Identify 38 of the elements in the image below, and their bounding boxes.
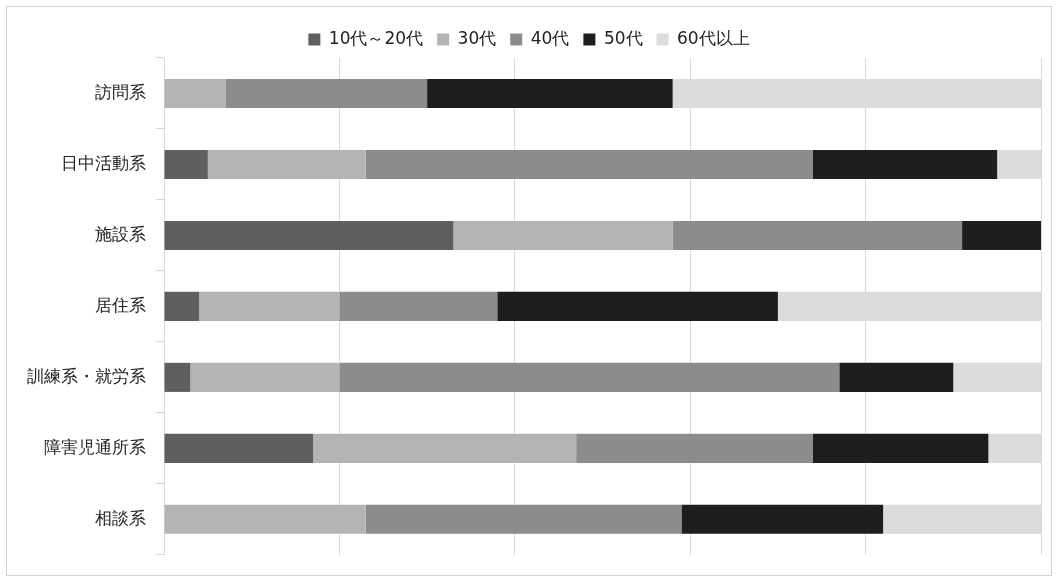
bar	[339, 362, 840, 392]
bar	[164, 220, 454, 250]
y-tick-label: 訓練系・就労系	[27, 365, 146, 386]
bar	[164, 504, 366, 534]
bar	[164, 78, 226, 109]
bar	[576, 433, 813, 463]
bar	[164, 433, 314, 463]
bar	[313, 433, 577, 463]
legend-label: 60代以上	[677, 27, 750, 48]
legend-label: 10代～20代	[328, 27, 424, 48]
bar	[427, 78, 673, 109]
bar	[812, 149, 998, 180]
bar	[365, 504, 682, 534]
bar	[164, 149, 208, 180]
bar	[164, 362, 191, 392]
bar	[839, 362, 954, 392]
y-tick-label: 居住系	[95, 294, 146, 315]
bar	[190, 362, 340, 392]
y-tick-label: 相談系	[95, 507, 146, 528]
bar	[339, 291, 498, 321]
legend-label: 30代	[457, 27, 497, 48]
bar	[225, 78, 428, 109]
y-tick-label: 施設系	[95, 223, 146, 244]
legend-label: 40代	[530, 27, 570, 48]
y-tick-label: 訪問系	[95, 81, 146, 102]
legend-label: 50代	[603, 27, 643, 48]
bar	[497, 291, 778, 321]
bar	[962, 220, 1041, 250]
bar	[453, 220, 673, 250]
bar	[365, 149, 813, 180]
bar	[672, 220, 963, 250]
bar	[199, 291, 340, 321]
y-tick-label: 障害児通所系	[44, 436, 146, 457]
bar	[812, 433, 989, 463]
bar	[207, 149, 366, 180]
y-tick-label: 日中活動系	[61, 152, 146, 173]
bar	[164, 291, 200, 321]
bar	[681, 504, 884, 534]
